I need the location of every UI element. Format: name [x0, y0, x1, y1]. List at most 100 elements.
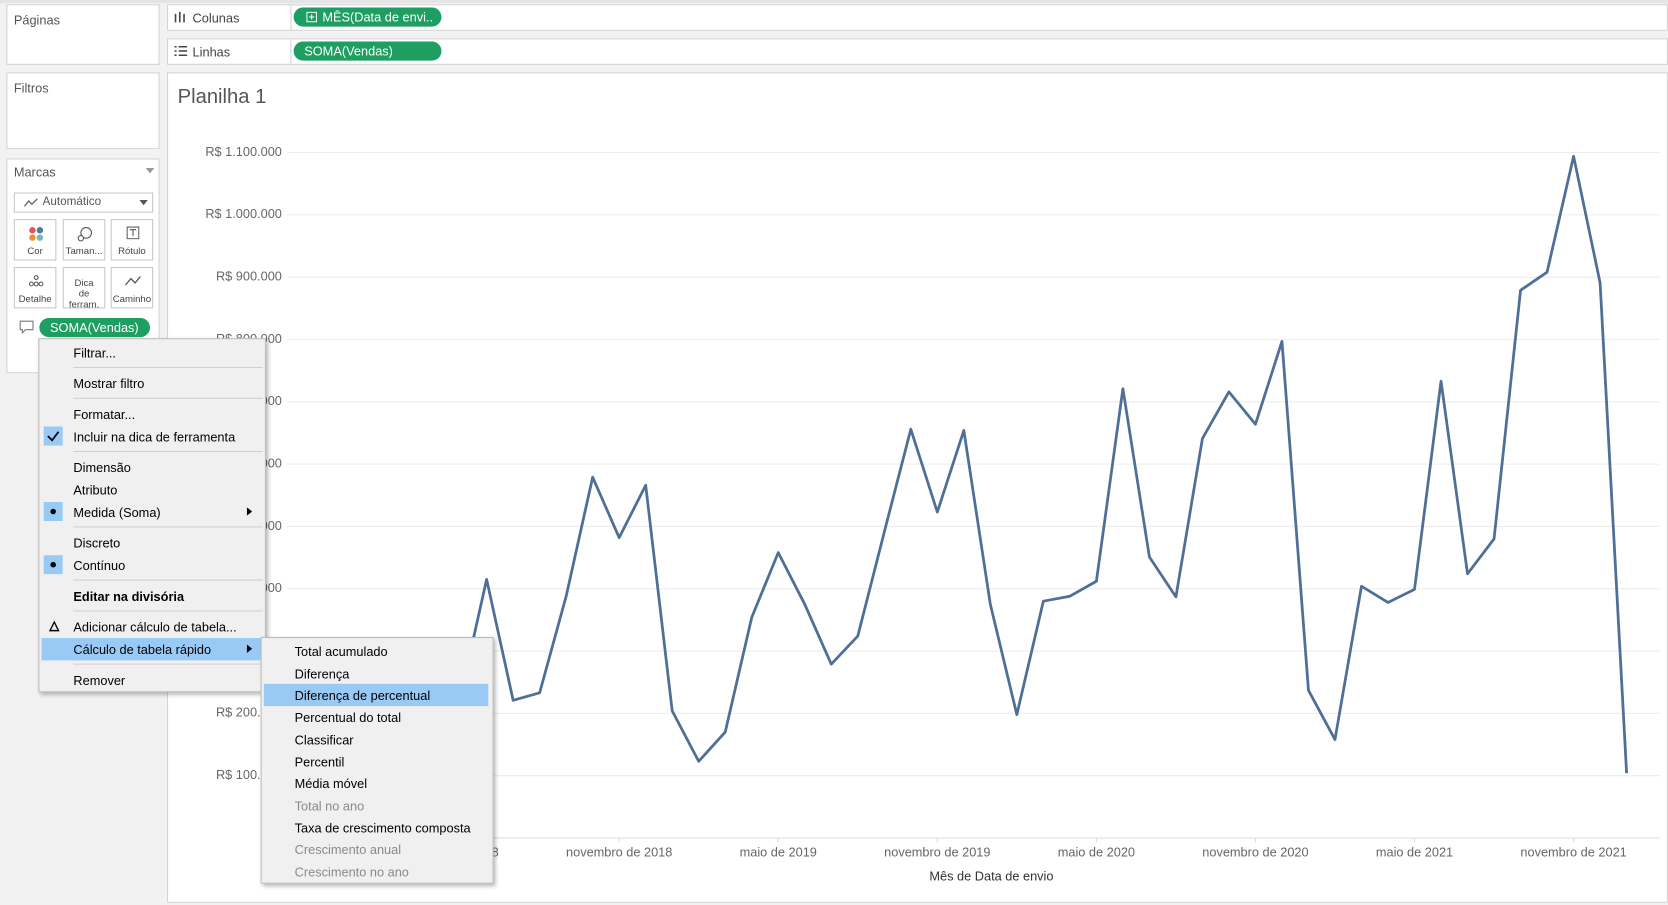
- menu-item-label: Mostrar filtro: [73, 376, 145, 392]
- x-tick-label: maio de 2020: [1058, 844, 1135, 859]
- size-button[interactable]: Taman...: [62, 219, 106, 261]
- submenu-item[interactable]: Média móvel: [264, 772, 488, 794]
- menu-item[interactable]: Filtrar...: [41, 341, 262, 363]
- menu-item-label: Cálculo de tabela rápido: [73, 642, 212, 658]
- label-icon: [126, 226, 140, 240]
- menu-separator: [73, 450, 263, 452]
- submenu-item-label: Média móvel: [294, 776, 368, 792]
- menu-item[interactable]: Mostrar filtro: [41, 372, 262, 394]
- menu-item[interactable]: Dimensão: [41, 456, 262, 478]
- button-label: Dica de ferram.: [68, 277, 100, 310]
- columns-field-pill[interactable]: MÊS(Data de envi..: [293, 7, 442, 27]
- menu-item[interactable]: Cálculo de tabela rápido: [41, 638, 263, 661]
- menu-item[interactable]: Atributo: [41, 479, 262, 501]
- path-button[interactable]: Caminho: [110, 266, 154, 309]
- field-name: MÊS(Data de envi..: [322, 9, 434, 25]
- menu-item[interactable]: Adicionar cálculo de tabela...: [41, 616, 262, 638]
- x-tick-label: maio de 2019: [740, 844, 817, 859]
- dot: [50, 508, 56, 515]
- x-axis-title: Mês de Data de envio: [929, 869, 1053, 884]
- mark-type-dropdown[interactable]: Automático: [13, 192, 154, 213]
- button-label: Detalhe: [18, 293, 52, 305]
- pages-title: Páginas: [13, 12, 60, 28]
- submenu-item[interactable]: Percentual do total: [264, 706, 488, 728]
- filters-title: Filtros: [13, 80, 49, 96]
- color-button[interactable]: Cor: [13, 219, 57, 261]
- submenu-item[interactable]: Diferença: [264, 662, 488, 684]
- menu-item[interactable]: Medida (Soma): [41, 501, 262, 523]
- menu-item-label: Dimensão: [73, 460, 131, 476]
- button-label: Taman...: [65, 245, 103, 257]
- submenu-item[interactable]: Total acumulado: [264, 640, 488, 662]
- chart-title: Planilha 1: [178, 86, 267, 108]
- menu-item-label: Atributo: [73, 482, 118, 498]
- triangle: [48, 621, 60, 632]
- arrow: [246, 507, 253, 516]
- submenu-item-label: Crescimento no ano: [294, 864, 409, 880]
- expand-icon: [306, 11, 318, 23]
- icon-bg: [43, 426, 63, 446]
- x-tick-label: novembro de 2020: [1202, 844, 1308, 859]
- columns-shelf: Colunas MÊS(Data de envi..: [167, 4, 1668, 31]
- marks-title: Marcas: [13, 164, 56, 180]
- menu-item[interactable]: Editar na divisória: [41, 585, 262, 607]
- menu-item[interactable]: Incluir na dica de ferramenta: [41, 425, 262, 447]
- submenu-arrow: [246, 644, 253, 653]
- menu-item[interactable]: Discreto: [41, 532, 262, 554]
- shelf-divider: [290, 39, 292, 64]
- menu-item-label: Adicionar cálculo de tabela...: [73, 619, 237, 635]
- shelf-divider: [290, 5, 292, 30]
- tooltip-button[interactable]: Dica de ferram.: [62, 266, 106, 310]
- columns-icon: [174, 11, 185, 23]
- submenu-item[interactable]: Percentil: [264, 750, 488, 772]
- detail-button[interactable]: Detalhe: [13, 266, 57, 309]
- filters-card[interactable]: Filtros: [6, 72, 160, 149]
- menu-item[interactable]: Formatar...: [41, 403, 262, 425]
- check-icon: [43, 426, 63, 446]
- submenu-item-label: Percentil: [294, 754, 345, 770]
- submenu-item-label: Total no ano: [294, 798, 365, 814]
- menu-separator: [73, 579, 263, 581]
- submenu-item[interactable]: Diferença de percentual: [263, 684, 489, 707]
- check: [47, 431, 60, 442]
- submenu-arrow: [246, 507, 253, 516]
- rows-field-pill[interactable]: SOMA(Vendas): [293, 41, 442, 61]
- menu-item-label: Formatar...: [73, 407, 136, 423]
- submenu-item-label: Taxa de crescimento composta: [294, 820, 471, 836]
- marks-field-pill[interactable]: SOMA(Vendas): [39, 317, 150, 338]
- menu-item[interactable]: Remover: [41, 669, 262, 691]
- mark-type: Automático: [42, 195, 102, 209]
- x-tick-label: maio de 2021: [1376, 844, 1453, 859]
- label-button[interactable]: Rótulo: [110, 219, 154, 261]
- tooltip-field-icon: [19, 320, 34, 334]
- x-tick-label: novembro de 2018: [566, 844, 672, 859]
- color-icon: [29, 227, 44, 241]
- menu-item-label: Editar na divisória: [73, 589, 185, 605]
- button-label: Caminho: [112, 293, 152, 305]
- y-tick-label: R$ 1.000.000: [205, 206, 282, 221]
- size-icon: [77, 227, 93, 242]
- submenu-item-label: Diferença de percentual: [294, 688, 431, 704]
- pages-card[interactable]: Páginas: [6, 4, 160, 65]
- path-icon: [125, 276, 141, 286]
- submenu-item[interactable]: Classificar: [264, 728, 488, 750]
- menu-item-label: Contínuo: [73, 558, 126, 574]
- delta-icon: [48, 621, 60, 632]
- rows-shelf: Linhas SOMA(Vendas): [167, 38, 1668, 65]
- submenu-item[interactable]: Taxa de crescimento composta: [264, 816, 488, 838]
- marks-collapse-arrow[interactable]: [145, 168, 155, 174]
- menu-separator: [73, 610, 263, 612]
- submenu-item-label: Diferença: [294, 666, 350, 682]
- shelf-label: Colunas: [192, 10, 240, 26]
- radio-icon: [43, 555, 63, 575]
- menu-item-label: Discreto: [73, 535, 121, 551]
- shelf-label: Linhas: [192, 44, 231, 60]
- button-label: Rótulo: [118, 245, 146, 257]
- submenu-item: Crescimento anual: [264, 838, 488, 860]
- top-edge: [0, 0, 1668, 4]
- menu-item[interactable]: Contínuo: [41, 554, 262, 576]
- menu-separator: [73, 526, 263, 528]
- submenu-item-label: Crescimento anual: [294, 842, 402, 858]
